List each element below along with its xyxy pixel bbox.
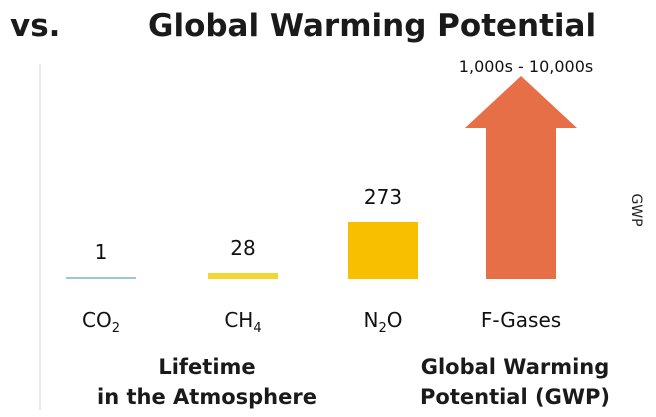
value-label-2: 273	[364, 185, 402, 209]
category-label-2: N2O	[364, 308, 403, 336]
bar-2	[348, 222, 418, 279]
value-label-1: 28	[230, 236, 255, 260]
value-label-fgases: 1,000s - 10,000s	[459, 57, 593, 76]
value-label-0: 1	[95, 240, 108, 264]
footer-right-line-2: Potential (GWP)	[420, 385, 610, 409]
footer-left-line-1: Lifetime	[158, 355, 256, 379]
footer-left-caption: Lifetime in the Atmosphere	[62, 352, 352, 412]
chart-title: Global Warming Potential	[148, 8, 597, 44]
y-axis-label: GWP	[628, 193, 644, 226]
footer-right-line-1: Global Warming	[420, 355, 610, 379]
vs-label: vs.	[10, 8, 61, 44]
section-divider	[39, 64, 41, 410]
category-label-1: CH4	[224, 308, 261, 336]
footer-right-caption: Global Warming Potential (GWP)	[370, 352, 656, 412]
bar-1	[208, 273, 278, 279]
footer-left-line-2: in the Atmosphere	[97, 385, 317, 409]
category-label-0: CO2	[82, 308, 120, 336]
bar-arrow-fgases	[465, 76, 577, 279]
bar-0	[66, 277, 136, 279]
category-label-3: F-Gases	[481, 308, 561, 332]
